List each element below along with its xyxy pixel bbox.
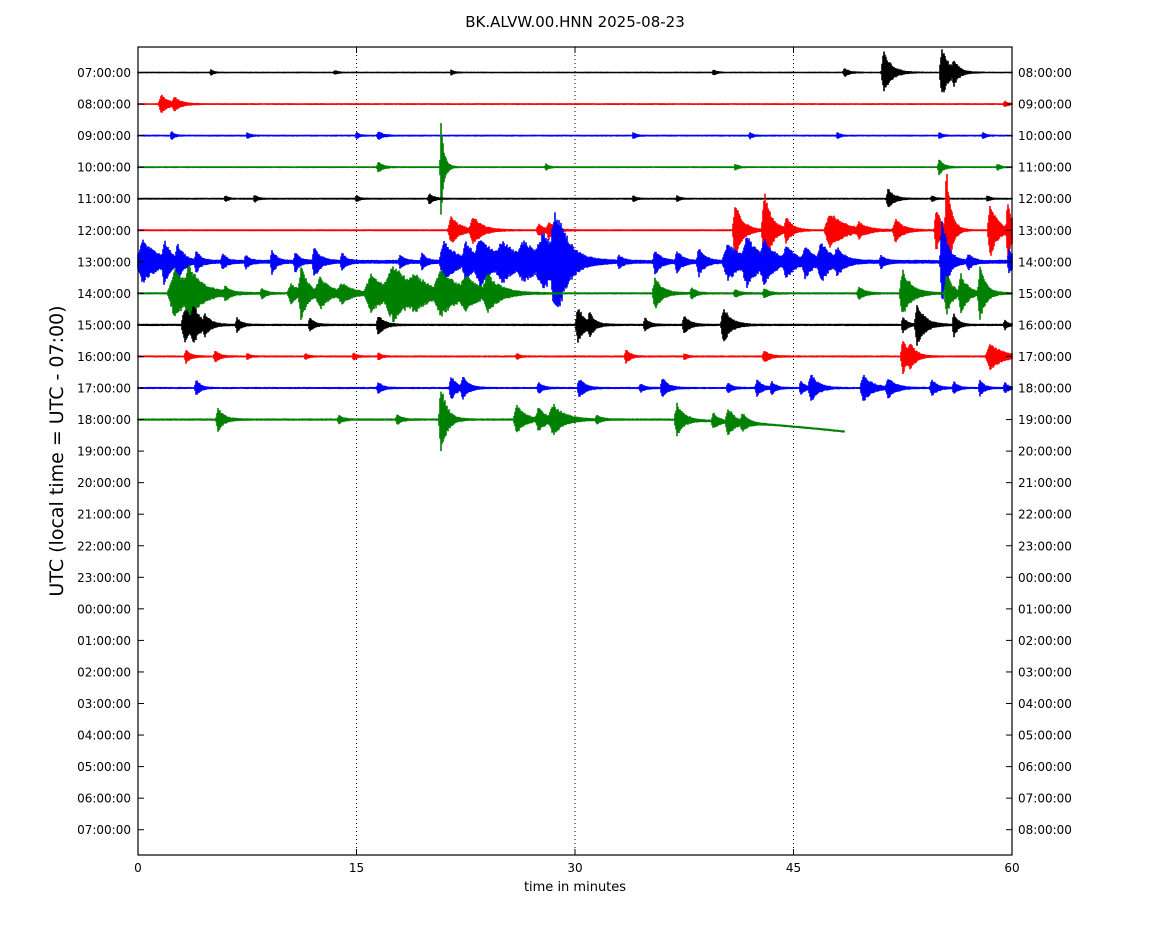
- right-tick-label: 12:00:00: [1018, 192, 1072, 206]
- left-tick-label: 04:00:00: [77, 729, 131, 743]
- left-tick-label: 07:00:00: [77, 66, 131, 80]
- right-tick-label: 05:00:00: [1018, 729, 1072, 743]
- right-tick-label: 16:00:00: [1018, 318, 1072, 332]
- left-tick-label: 12:00:00: [77, 224, 131, 238]
- right-tick-label: 18:00:00: [1018, 382, 1072, 396]
- x-axis-label: time in minutes: [524, 880, 626, 895]
- right-tick-label: 19:00:00: [1018, 413, 1072, 427]
- left-tick-label: 16:00:00: [77, 350, 131, 364]
- left-tick-label: 02:00:00: [77, 665, 131, 679]
- chart-title: BK.ALVW.00.HNN 2025-08-23: [465, 13, 685, 31]
- right-tick-label: 14:00:00: [1018, 255, 1072, 269]
- left-tick-label: 20:00:00: [77, 476, 131, 490]
- left-tick-label: 14:00:00: [77, 287, 131, 301]
- right-tick-label: 21:00:00: [1018, 476, 1072, 490]
- right-tick-label: 15:00:00: [1018, 287, 1072, 301]
- trace-16:00:00: [137, 341, 1013, 374]
- left-tick-label: 13:00:00: [77, 255, 131, 269]
- right-tick-label: 00:00:00: [1018, 571, 1072, 585]
- right-tick-label: 20:00:00: [1018, 445, 1072, 459]
- left-tick-label: 00:00:00: [77, 602, 131, 616]
- right-tick-label: 04:00:00: [1018, 697, 1072, 711]
- x-tick-label: 45: [786, 861, 801, 875]
- left-tick-label: 05:00:00: [77, 760, 131, 774]
- trace-08:00:00: [137, 94, 1013, 113]
- left-tick-label: 06:00:00: [77, 792, 131, 806]
- seismic-traces: [137, 49, 1013, 451]
- x-tick-label: 15: [349, 861, 364, 875]
- trace-09:00:00: [137, 131, 1013, 140]
- right-axis-ticks: 08:00:00 09:00:00 10:00:00 11:00:00 12:00:00…: [1006, 66, 1072, 837]
- left-tick-label: 22:00:00: [77, 539, 131, 553]
- left-tick-label: 17:00:00: [77, 382, 131, 396]
- x-axis-ticks: 0 15 30 45 60: [134, 47, 1020, 875]
- right-tick-label: 09:00:00: [1018, 98, 1072, 112]
- left-tick-label: 18:00:00: [77, 413, 131, 427]
- right-tick-label: 02:00:00: [1018, 634, 1072, 648]
- trace-17:00:00: [137, 374, 1013, 401]
- right-tick-label: 13:00:00: [1018, 224, 1072, 238]
- right-tick-label: 22:00:00: [1018, 508, 1072, 522]
- left-tick-label: 09:00:00: [77, 129, 131, 143]
- x-tick-label: 0: [134, 861, 142, 875]
- left-tick-label: 03:00:00: [77, 697, 131, 711]
- right-tick-label: 01:00:00: [1018, 602, 1072, 616]
- right-tick-label: 11:00:00: [1018, 161, 1072, 175]
- left-tick-label: 21:00:00: [77, 508, 131, 522]
- trace-18:00:00: [137, 391, 845, 451]
- left-tick-label: 10:00:00: [77, 161, 131, 175]
- left-tick-label: 11:00:00: [77, 192, 131, 206]
- right-tick-label: 07:00:00: [1018, 792, 1072, 806]
- right-tick-label: 06:00:00: [1018, 760, 1072, 774]
- left-tick-label: 15:00:00: [77, 318, 131, 332]
- right-tick-label: 03:00:00: [1018, 665, 1072, 679]
- x-tick-label: 60: [1004, 861, 1019, 875]
- left-tick-label: 01:00:00: [77, 634, 131, 648]
- trace-10:00:00: [137, 123, 1013, 215]
- grid-lines: [356, 47, 794, 855]
- left-axis-ticks: 07:00:00 08:00:00 09:00:00 10:00:00 11:00:00…: [77, 66, 144, 837]
- y-axis-label: UTC (local time = UTC - 07:00): [46, 305, 68, 596]
- left-tick-label: 19:00:00: [77, 445, 131, 459]
- left-tick-label: 07:00:00: [77, 823, 131, 837]
- left-tick-label: 23:00:00: [77, 571, 131, 585]
- right-tick-label: 17:00:00: [1018, 350, 1072, 364]
- right-tick-label: 23:00:00: [1018, 539, 1072, 553]
- left-tick-label: 08:00:00: [77, 98, 131, 112]
- right-tick-label: 08:00:00: [1018, 66, 1072, 80]
- right-tick-label: 10:00:00: [1018, 129, 1072, 143]
- x-tick-label: 30: [567, 861, 582, 875]
- right-tick-label: 08:00:00: [1018, 823, 1072, 837]
